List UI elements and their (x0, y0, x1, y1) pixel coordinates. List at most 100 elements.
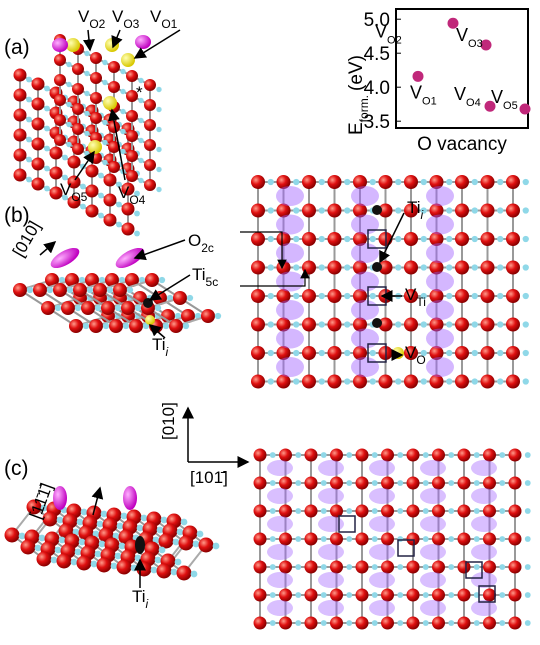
atom (177, 566, 192, 581)
atom (305, 617, 318, 630)
atom (254, 449, 267, 462)
atom (481, 289, 495, 303)
ti-atom (97, 521, 104, 528)
atom (481, 346, 495, 360)
ti-atom (319, 293, 325, 299)
atom (432, 477, 445, 490)
ti-atom (499, 536, 505, 542)
atom (481, 232, 495, 246)
ti-atom (293, 350, 299, 356)
annotation: O2c (188, 231, 214, 255)
ti-atom (344, 264, 350, 270)
point-label-sub: O2 (387, 34, 402, 46)
atom (53, 283, 67, 297)
ti-atom (319, 179, 325, 185)
atom (356, 561, 369, 574)
density (471, 488, 497, 504)
ti-atom (497, 321, 503, 327)
density (369, 544, 395, 560)
atom (407, 533, 420, 546)
density (318, 488, 344, 504)
ti-atom (75, 549, 82, 556)
ti-atom (344, 179, 350, 185)
annotation: VO1 (150, 7, 178, 31)
atom (506, 375, 520, 389)
atom (126, 70, 138, 82)
ti-atom (270, 452, 276, 458)
atom (407, 617, 420, 630)
atom (50, 147, 63, 160)
atom (381, 505, 394, 518)
annotation-text: Ti (152, 335, 166, 354)
atom (254, 505, 267, 518)
ti-atom (525, 508, 531, 514)
atom (251, 232, 265, 246)
ti-atom (39, 535, 46, 542)
annotation-sub: i (421, 208, 424, 222)
ti-atom (155, 305, 161, 311)
atom (14, 109, 27, 122)
ti-atom (80, 184, 86, 190)
ti-atom (423, 592, 429, 598)
ti-atom (397, 620, 403, 626)
density (276, 243, 304, 263)
ti-atom (372, 564, 378, 570)
ti-atom (268, 378, 274, 384)
atom (54, 94, 66, 106)
atom (90, 112, 102, 124)
ti-atom (448, 536, 454, 542)
atom (89, 319, 103, 333)
atom (302, 346, 316, 360)
annotation-text: * (136, 83, 143, 102)
atom (254, 589, 267, 602)
ti-atom (138, 158, 143, 163)
ti-atom (26, 77, 32, 83)
ti-atom (446, 264, 452, 270)
ti-atom (499, 480, 505, 486)
atom (68, 156, 81, 169)
ti-atom (293, 293, 299, 299)
ti-atom (151, 567, 158, 574)
x-axis-label: O vacancy (417, 134, 507, 155)
ti-atom (44, 186, 50, 192)
ti-atom (372, 508, 378, 514)
atom (54, 54, 66, 66)
ti-atom (395, 179, 401, 185)
atom (458, 533, 471, 546)
atom (302, 175, 316, 189)
atom (113, 283, 127, 297)
atom (458, 477, 471, 490)
atom (90, 52, 102, 64)
ti-atom (472, 321, 478, 327)
ti-atom (98, 173, 104, 179)
y-tick-label: 4.5 (364, 44, 390, 65)
annotation-text: V (60, 180, 72, 199)
atom (330, 449, 343, 462)
ti-atom (395, 207, 401, 213)
ti-atom (346, 508, 352, 514)
density (426, 186, 454, 206)
ti-atom (44, 126, 50, 132)
atom (254, 533, 267, 546)
ti-atom (197, 531, 204, 538)
atom (328, 204, 342, 218)
atom (97, 558, 112, 573)
atom (14, 169, 27, 182)
atom (104, 214, 117, 227)
atom (122, 223, 135, 236)
atom (506, 346, 520, 360)
atom (458, 505, 471, 518)
density (369, 460, 395, 476)
atom (328, 318, 342, 332)
ti-atom (26, 117, 32, 123)
atom (455, 318, 469, 332)
density (426, 272, 454, 292)
annotation: Tii (152, 335, 169, 359)
ti-atom (44, 86, 50, 92)
ti-atom (474, 620, 480, 626)
ti-atom (448, 480, 454, 486)
annotation: Tii (407, 198, 424, 222)
atom (54, 74, 66, 86)
atom (126, 170, 138, 182)
density (318, 516, 344, 532)
